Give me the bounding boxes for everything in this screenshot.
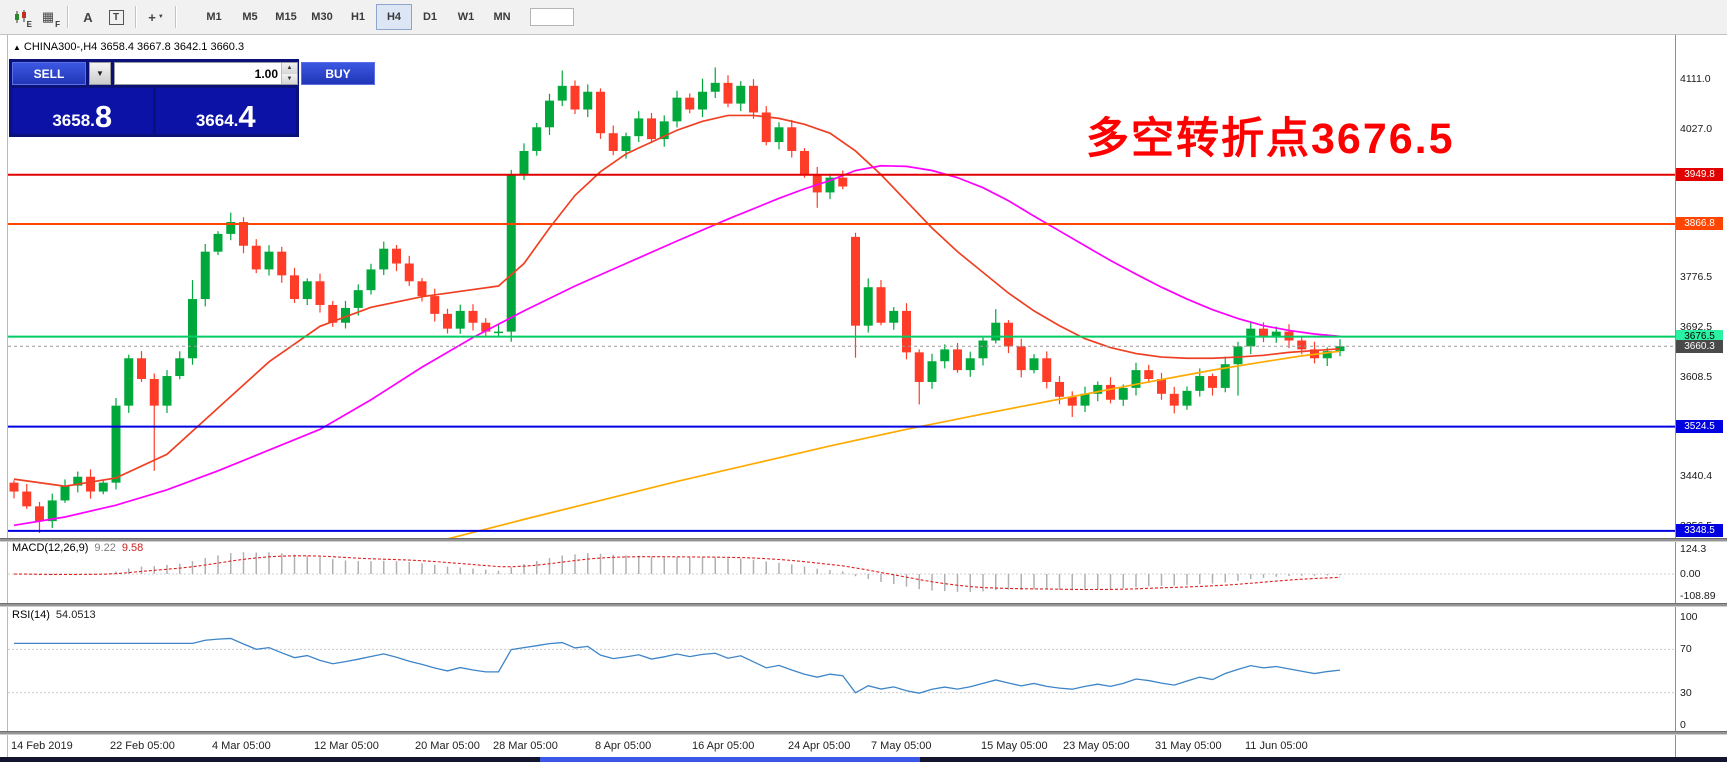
macd-label: MACD(12,26,9) 9.22 9.58	[12, 542, 143, 554]
rsi-label: RSI(14) 54.0513	[12, 609, 96, 621]
volume-step-down-button[interactable]: ▼	[282, 73, 297, 84]
panel-divider-macd[interactable]	[0, 538, 1727, 542]
sell-price-display[interactable]: 3658. 8	[12, 88, 153, 134]
indicator-window-icon[interactable]: ▦ F	[34, 5, 62, 29]
text-label-icon[interactable]: A	[74, 5, 102, 29]
ohlc-values-label: 3658.4 3667.8 3642.1 3660.3	[100, 41, 245, 53]
timeframe-button-m30[interactable]: M30	[311, 11, 333, 23]
volume-dropdown-button[interactable]: ▼	[89, 62, 111, 85]
chevron-down-icon: ▼	[157, 14, 164, 20]
timeframe-button-h4[interactable]: H4	[376, 4, 412, 30]
chart-left-border	[7, 35, 8, 757]
timeframe-button-m5[interactable]: M5	[242, 11, 258, 23]
letter-a-glyph: A	[83, 9, 93, 25]
volume-box: ▲ ▼	[114, 62, 298, 85]
volume-step-up-button[interactable]: ▲	[282, 63, 297, 74]
buy-price-display[interactable]: 3664. 4	[155, 88, 296, 134]
crosshair-glyph: +	[148, 9, 156, 25]
timeframe-button-w1[interactable]: W1	[457, 11, 475, 23]
toolbar: E ▦ F A T + ▼ M1 M5 M15 M30 H1 H4 D1 W1 MN	[0, 0, 1727, 35]
candlestick-chart-icon[interactable]: E	[6, 5, 34, 29]
grid-glyph: ▦	[41, 9, 55, 24]
tool-badge: F	[55, 20, 60, 29]
buy-price-main: 3664.	[195, 111, 239, 130]
macd-name: MACD(12,26,9)	[12, 542, 89, 554]
bottom-window-strip	[0, 757, 1727, 762]
timeframe-group: M1 M5 M15 M30 H1 H4 D1 W1 MN	[196, 4, 520, 30]
text-box-icon[interactable]: T	[102, 5, 130, 29]
panel-divider-bottom[interactable]	[0, 731, 1727, 735]
chart-text-annotation[interactable]: 多空转折点3676.5	[1086, 115, 1455, 163]
volume-input[interactable]	[115, 63, 281, 84]
sell-button[interactable]: SELL	[12, 62, 86, 85]
timeframe-button-m1[interactable]: M1	[206, 11, 222, 23]
toolbar-separator	[67, 6, 69, 28]
rsi-value: 54.0513	[55, 609, 96, 621]
sell-price-big-digit: 8	[94, 98, 113, 134]
buy-price-big-digit: 4	[238, 98, 256, 134]
timeframe-button-mn[interactable]: MN	[493, 11, 511, 23]
toolbar-separator	[175, 6, 177, 28]
timeframe-button-m15[interactable]: M15	[275, 11, 297, 23]
tool-badge: E	[26, 20, 32, 29]
expand-triangle-icon[interactable]: ▲	[13, 43, 21, 52]
volume-stepper: ▲ ▼	[281, 63, 297, 84]
buy-button[interactable]: BUY	[301, 62, 375, 85]
crosshair-icon[interactable]: + ▼	[142, 5, 170, 29]
toolbar-field[interactable]	[530, 8, 574, 26]
rsi-name: RSI(14)	[12, 609, 50, 621]
macd-value: 9.22	[94, 542, 116, 554]
bottom-strip-segment	[540, 757, 920, 762]
timeframe-button-d1[interactable]: D1	[422, 11, 438, 23]
sell-price-main: 3658.	[52, 111, 95, 130]
panel-divider-rsi[interactable]	[0, 603, 1727, 607]
symbol-period-label: CHINA300-,H4	[23, 41, 98, 53]
toolbar-separator	[135, 6, 137, 28]
chart-symbol-header: ▲ CHINA300-,H4 3658.4 3667.8 3642.1 3660.…	[13, 41, 244, 53]
one-click-trading-widget: SELL ▼ ▲ ▼ BUY 3658. 8 3664. 4	[9, 59, 375, 137]
macd-signal-value: 9.58	[121, 542, 144, 554]
price-axis-border	[1675, 35, 1676, 757]
boxed-t-glyph: T	[108, 9, 124, 25]
timeframe-button-h1[interactable]: H1	[350, 11, 366, 23]
mini-candles-glyph	[14, 10, 26, 23]
